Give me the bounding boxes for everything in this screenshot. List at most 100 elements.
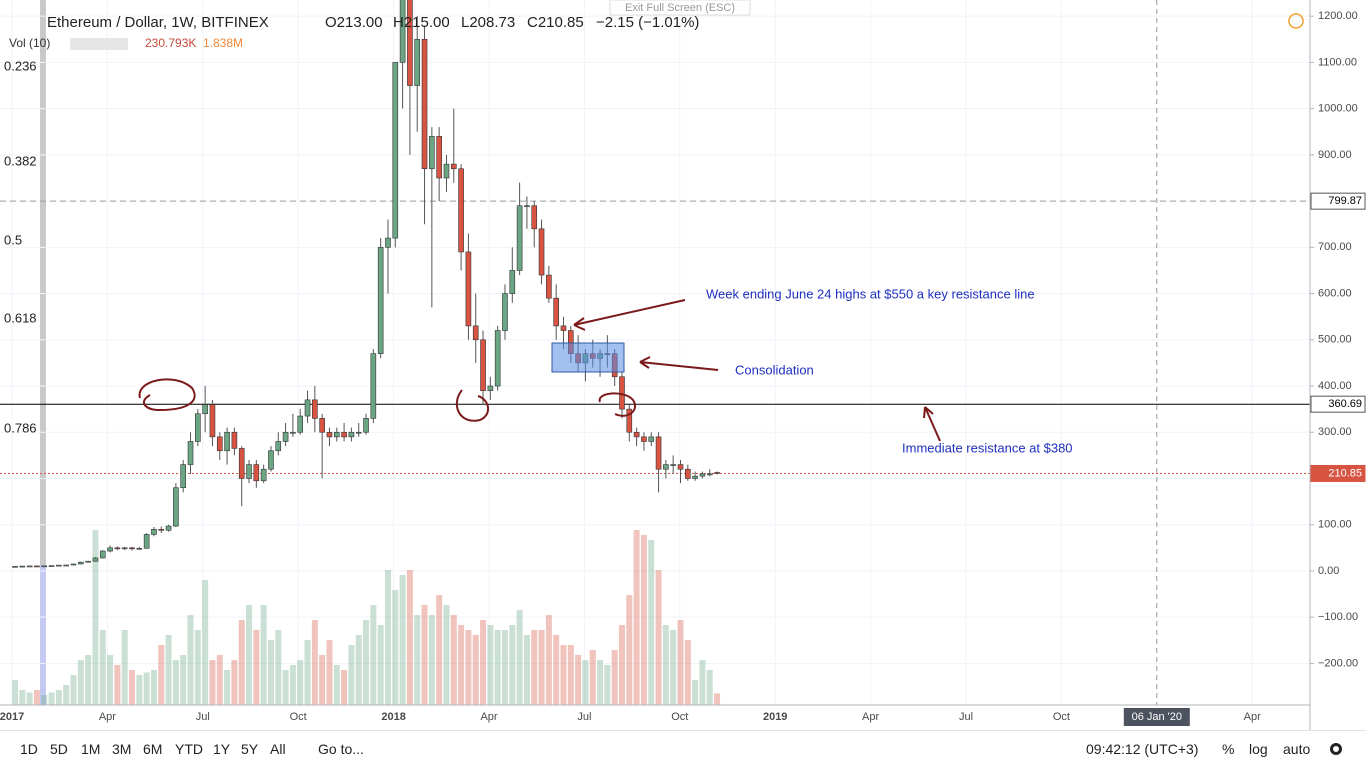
volume-bar (202, 580, 209, 705)
percent-toggle[interactable]: % (1222, 741, 1235, 757)
candle-body (70, 563, 77, 566)
volume-bar (348, 645, 355, 705)
crosshair-label: 06 Jan '20 (1132, 711, 1182, 723)
goto-button[interactable]: Go to... (318, 741, 364, 757)
candle-body (531, 205, 538, 230)
indicator-buttons[interactable] (70, 38, 128, 50)
candle-body (494, 330, 501, 387)
volume-bar (129, 670, 136, 705)
candle-body (63, 564, 69, 567)
auto-toggle[interactable]: auto (1283, 741, 1311, 757)
y-tick-label: 400.00 (1318, 380, 1352, 392)
exit-fullscreen[interactable] (609, 0, 751, 16)
y-tick-label: 700.00 (1318, 241, 1352, 253)
x-tick-label: 2017 (0, 711, 24, 723)
volume-bar (370, 605, 377, 705)
volume-bar (648, 540, 655, 705)
symbol[interactable]: Ethereum / Dollar, 1W, BITFINEX (47, 14, 269, 31)
candle-body (458, 168, 464, 253)
candle-body (663, 464, 669, 470)
candle-body (692, 475, 698, 479)
candle-body (304, 399, 311, 417)
candle-body (714, 472, 720, 474)
volume-bar (633, 530, 640, 705)
settings-icon[interactable] (1330, 743, 1342, 755)
candle-body (407, 0, 413, 86)
x-tick-label: Apr (862, 711, 879, 723)
volume-bar (326, 640, 333, 705)
volume-bar (706, 670, 713, 705)
candle-body (509, 270, 516, 294)
range-button[interactable]: 6M (143, 741, 163, 757)
volume-bar (553, 635, 560, 705)
candle-body (414, 38, 421, 86)
x-tick-label: Apr (99, 711, 116, 723)
range-button[interactable]: YTD (175, 741, 203, 757)
candle-body (238, 448, 245, 479)
range-button[interactable]: All (270, 741, 286, 757)
y-tick-label: 300.00 (1318, 426, 1352, 438)
candle-body (487, 385, 494, 391)
range-button[interactable]: 1D (20, 741, 38, 757)
candle-body (209, 404, 216, 438)
candle-body (12, 566, 18, 568)
volume-bar (267, 640, 274, 705)
y-tick-label: 100.00 (1318, 519, 1352, 531)
volume-bar (33, 690, 40, 705)
volume-bar (311, 620, 318, 705)
alert-icon[interactable] (1288, 13, 1304, 29)
candle-body (158, 529, 165, 531)
volume-value: 230.793K (145, 36, 196, 50)
volume-bar (560, 645, 567, 705)
volume-bar (684, 640, 691, 705)
volume-bar (450, 615, 457, 705)
volume-bar (538, 630, 545, 705)
candle-body (429, 136, 435, 170)
candle-body (677, 464, 684, 470)
range-button[interactable]: 1Y (213, 741, 231, 757)
volume-bar (319, 655, 326, 705)
candle-body (151, 529, 157, 535)
x-tick-label: Oct (1053, 711, 1070, 723)
volume-bar (545, 615, 552, 705)
fib-label: 0.786 (4, 420, 37, 435)
crosshair-label-box (1123, 708, 1190, 726)
candle-body (253, 464, 260, 482)
candle-body (129, 547, 135, 550)
x-tick-label: Apr (480, 711, 497, 723)
volume-bar (231, 660, 238, 705)
candle-body (450, 163, 457, 170)
volume-bar (297, 660, 304, 705)
candle-body (706, 473, 713, 476)
candle-body (268, 450, 274, 470)
candle-body (312, 399, 318, 419)
range-button[interactable]: 3M (112, 741, 132, 757)
volume-bar (465, 630, 472, 705)
fib-label: 0.382 (4, 154, 37, 169)
candle-body (699, 473, 706, 477)
candle-body (655, 436, 662, 470)
candle-body (246, 464, 252, 479)
candle-body (85, 560, 91, 563)
volume-bar (99, 630, 106, 705)
range-button[interactable]: 5D (50, 741, 68, 757)
volume-bar (77, 660, 84, 705)
volume-bar (392, 590, 399, 705)
range-button[interactable]: 5Y (241, 741, 259, 757)
price-tag (1310, 464, 1366, 482)
volume-bar (224, 670, 231, 705)
volume-bar (699, 660, 706, 705)
candle-body (546, 274, 552, 299)
log-toggle[interactable]: log (1249, 741, 1268, 757)
candle-body (333, 431, 340, 438)
volume-bar (253, 630, 260, 705)
annotation: Week ending June 24 highs at $550 a key … (706, 286, 1035, 301)
volume-bar (582, 660, 589, 705)
volume-bar (399, 575, 406, 705)
price-tag (1310, 395, 1366, 413)
volume-bar (92, 530, 99, 705)
range-button[interactable]: 1M (81, 741, 101, 757)
volume-bar (421, 605, 428, 705)
candle-body (173, 487, 179, 527)
